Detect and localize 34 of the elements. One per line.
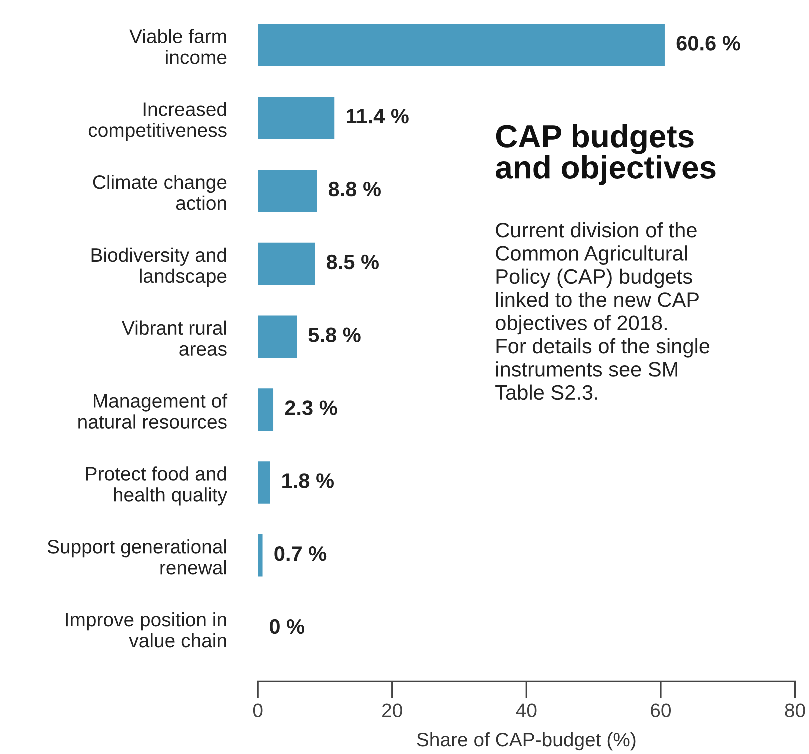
y-tick-label: Viable farm income [130, 29, 227, 64]
bar [258, 534, 263, 577]
y-tick-label: Management of natural resources [78, 394, 228, 429]
y-tick-label: Support generational renewal [48, 540, 226, 575]
x-axis-title: Share of CAP-budget (%) [417, 732, 636, 751]
x-tick-label: 0 [253, 704, 263, 718]
data-label: 0 % [270, 619, 305, 634]
x-tick-label: 80 [785, 704, 806, 718]
y-tick-label: Improve position in value chain [66, 612, 226, 648]
data-label: 8.5 % [326, 254, 379, 270]
bar [258, 24, 665, 66]
data-label: 1.8 % [282, 474, 334, 488]
x-tick-label: 40 [516, 704, 537, 718]
data-label: 2.3 % [285, 400, 338, 416]
bar [258, 388, 274, 431]
y-tick-label: Vibrant rural areas [122, 320, 227, 356]
bar [258, 97, 335, 140]
y-tick-label: Biodiversity and landscape [92, 248, 227, 287]
x-tick-label: 20 [382, 704, 402, 718]
data-label: 11.4 % [347, 109, 409, 124]
bar [258, 316, 298, 358]
bar [258, 170, 318, 212]
text: Current division of the Common Agricultural Policy (CAP) budgets linked to the new CAP objectives of 2018. For details of the single instruments see SM Table S2.3. [496, 222, 710, 400]
text: CAP budgets and objectives [496, 124, 716, 186]
data-label: 60.6 % [676, 36, 740, 51]
data-label: 8.8 % [328, 182, 381, 197]
bar [258, 242, 316, 286]
bar [258, 462, 270, 504]
data-label: 5.8 % [308, 328, 361, 343]
y-tick-label: Increased competitiveness [88, 102, 227, 142]
data-label: 0.7 % [274, 546, 327, 562]
y-tick-label: Climate change action [93, 174, 227, 210]
x-tick-label: 60 [651, 704, 672, 718]
y-tick-label: Protect food and health quality [86, 466, 228, 506]
